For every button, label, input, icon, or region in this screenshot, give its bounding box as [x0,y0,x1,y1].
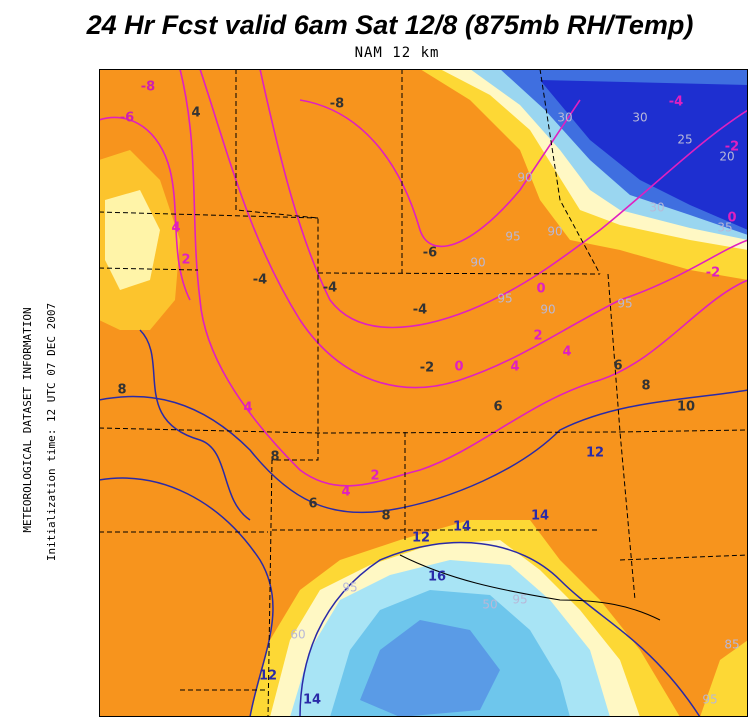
temperature-label: -4 [253,273,267,288]
rh-label: 95 [497,292,512,306]
temperature-label: -8 [330,97,344,112]
rh-label: 95 [512,593,527,607]
rh-band [105,190,160,290]
temperature-label: -2 [725,140,739,155]
temperature-label: 4 [191,106,200,121]
temperature-label: 4 [171,221,180,236]
rh-label: 95 [702,693,717,707]
temperature-label: 14 [303,693,321,708]
temperature-label: 4 [341,485,350,500]
rh-band [540,80,748,230]
temperature-label: -4 [413,303,427,318]
temperature-contours [99,69,748,487]
temperature-label: 12 [412,531,430,546]
temperature-label: 16 [428,570,446,585]
subtitle: NAM 12 km [355,45,440,61]
rh-label: 95 [617,297,632,311]
temperature-label: -2 [420,361,434,376]
rh-label: 30 [649,201,664,215]
temperature-label: 14 [531,509,549,524]
rh-label: 25 [677,133,692,147]
temperature-label: -2 [706,266,720,281]
rh-label: 30 [632,111,647,125]
title: 24 Hr Fcst valid 6am Sat 12/8 (875mb RH/… [86,10,694,40]
rh-label: 95 [342,581,357,595]
temperature-label: 6 [493,400,502,415]
temperature-label: 8 [641,379,650,394]
temperature-label: 6 [613,359,622,374]
rh-label: 90 [547,225,562,239]
temperature-label: 14 [453,520,471,535]
temperature-label: -6 [423,246,437,261]
state-boundaries [99,69,748,717]
temperature-label: -6 [120,111,134,126]
temperature-label: 2 [181,253,190,268]
temperature-label: 4 [510,360,519,375]
temperature-label: 4 [562,345,571,360]
temperature-label: 8 [117,383,126,398]
rh-label: 20 [719,150,734,164]
rh-label: 90 [470,256,485,270]
rh-label: 85 [724,638,739,652]
temperature-label: 0 [727,211,736,226]
rh-label: 60 [290,628,305,642]
rh-label: 95 [505,230,520,244]
temperature-label: 0 [536,282,545,297]
temperature-label: 6 [308,497,317,512]
temperature-label: -4 [669,95,683,110]
rh-label: 90 [540,303,555,317]
temperature-label: 12 [259,669,277,684]
temperature-label: 8 [381,509,390,524]
rh-band [360,620,500,717]
temperature-label: 4 [243,401,252,416]
temperature-label: -4 [323,281,337,296]
rh-band [700,640,748,717]
temperature-label: 2 [370,469,379,484]
river-border [399,554,661,621]
temperature-label: 0 [454,360,463,375]
rh-label: 90 [517,171,532,185]
temperature-label: 2 [533,329,542,344]
dataset-info: METEOROLOGICAL DATASET INFORMATION [21,307,34,532]
temperature-label: 12 [586,446,604,461]
rh-label: 30 [557,111,572,125]
temperature-label: 10 [677,400,695,415]
temperature-label: 8 [270,450,279,465]
temperature-label: -8 [141,80,155,95]
rh-label: 35 [717,221,732,235]
init-time: Initialization time: 12 UTC 07 DEC 2007 [45,303,58,561]
rh-label: 50 [482,598,497,612]
map [99,69,748,717]
